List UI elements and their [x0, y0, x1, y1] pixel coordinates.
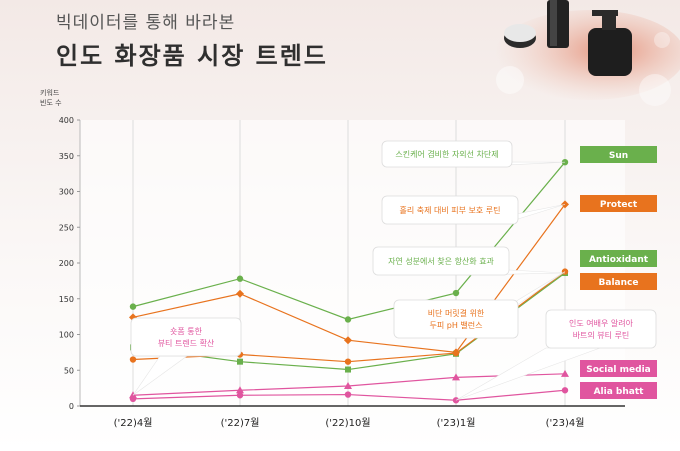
x-tick-label: ('22)4월	[114, 417, 153, 429]
y-tick-label: 400	[59, 116, 74, 125]
y-tick-label: 300	[59, 188, 74, 197]
annotation-text: 두피 pH 밸런스	[430, 320, 483, 330]
data-point	[129, 395, 137, 403]
annotation-text: 비단 머릿결 위한	[428, 308, 485, 318]
annotation-callout: 홀리 축제 대비 피부 보호 루틴	[381, 195, 566, 225]
legend-swatch	[580, 250, 657, 267]
legend-label: Antioxidant	[589, 255, 649, 265]
y-axis-label: 키워드 빈도 수	[40, 88, 80, 108]
data-point	[344, 381, 352, 389]
data-point	[452, 373, 460, 381]
data-point	[236, 289, 244, 298]
annotation-text: 홀리 축제 대비 피부 보호 루틴	[399, 205, 500, 215]
page-subtitle: 빅데이터를 통해 바라본	[56, 13, 236, 33]
callout-box	[130, 317, 242, 357]
data-point	[236, 392, 244, 399]
data-point	[345, 366, 351, 373]
y-tick-label: 150	[59, 295, 74, 304]
callout-box	[393, 299, 519, 339]
annotation-text: 숏폼 통한	[170, 327, 203, 336]
y-tick-label: 200	[59, 259, 74, 268]
legend-swatch	[580, 382, 657, 399]
callout-box	[381, 195, 519, 225]
data-point	[237, 358, 243, 365]
legend-label: Alia bhatt	[594, 387, 645, 397]
y-tick-label: 0	[69, 402, 74, 411]
y-tick-label: 50	[64, 366, 74, 375]
y-axis-label-line: 빈도 수	[40, 99, 62, 107]
legend-item: Balance	[580, 273, 657, 290]
data-point	[344, 391, 352, 398]
x-tick-label: ('22)10월	[325, 417, 370, 429]
annotation-callout: 스킨케어 겸비한 자외선 차단제	[381, 140, 566, 168]
callout-box	[381, 140, 513, 168]
data-point	[344, 336, 352, 345]
callout-box	[372, 246, 510, 276]
data-point	[452, 349, 460, 357]
x-tick-label: ('23)4월	[546, 417, 585, 429]
y-tick-label: 250	[59, 223, 74, 232]
annotation-text: 스킨케어 겸비한 자외선 차단제	[395, 149, 498, 159]
data-point	[236, 275, 244, 282]
legend-label: Balance	[599, 278, 639, 288]
legend-swatch	[580, 273, 657, 290]
data-point	[344, 358, 352, 365]
annotation-text: 자연 성분에서 찾은 항산화 효과	[388, 256, 494, 266]
annotation-text: 뷰티 트렌드 확산	[158, 338, 215, 348]
legend-item: Social media	[580, 360, 657, 377]
page-title: 인도 화장품 시장 트렌드	[56, 42, 328, 70]
data-point	[129, 303, 137, 310]
legend-item: Alia bhatt	[580, 382, 657, 399]
data-point	[561, 369, 569, 377]
legend-item: Sun	[580, 146, 657, 163]
annotation-callout: 자연 성분에서 찾은 항산화 효과	[372, 246, 566, 276]
legend-label: Social media	[586, 365, 650, 375]
annotation-text: 바트의 뷰티 루틴	[573, 330, 630, 340]
x-tick-label: ('22)7월	[221, 417, 260, 429]
x-tick-label: ('23)1월	[437, 417, 476, 429]
cosmetics-illustration	[495, 0, 680, 106]
data-point	[452, 289, 460, 297]
legend-swatch	[580, 360, 657, 377]
legend-label: Protect	[600, 200, 638, 210]
legend-label: Sun	[609, 151, 628, 161]
y-tick-label: 350	[59, 152, 74, 161]
legend-swatch	[580, 146, 657, 163]
legend-item: Antioxidant	[580, 250, 657, 267]
data-point	[129, 356, 137, 363]
data-point	[236, 386, 244, 394]
legend-item: Protect	[580, 195, 657, 212]
legend-swatch	[580, 195, 657, 212]
annotation-text: 인도 여배우 알려아	[569, 318, 634, 328]
y-tick-label: 100	[59, 331, 74, 340]
y-axis-label-line: 키워드	[40, 89, 60, 97]
callout-box	[545, 309, 657, 349]
data-point	[344, 316, 352, 323]
data-point	[561, 387, 569, 394]
